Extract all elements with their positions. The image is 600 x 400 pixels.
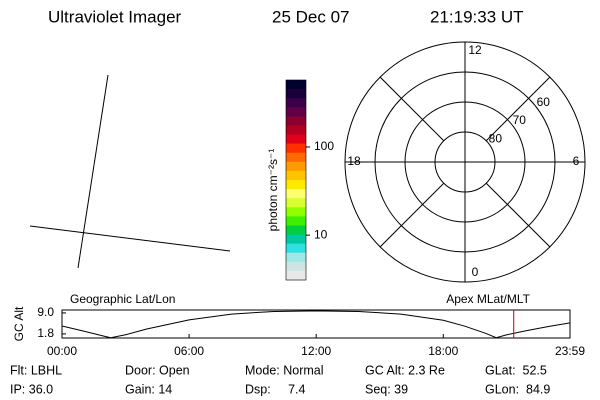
color-band (286, 125, 306, 136)
status-field: GLat: 52.5 (485, 363, 547, 377)
color-band (286, 98, 306, 108)
color-band (286, 116, 306, 126)
polar-spoke (379, 76, 445, 142)
status-field: Seq: 39 (365, 382, 408, 396)
geo-line (77, 74, 109, 269)
status-field: Mode: Normal (245, 363, 324, 377)
color-band (286, 261, 306, 272)
plot-title: Geographic Lat/Lon (70, 292, 175, 306)
geo-line (29, 225, 231, 252)
y-axis-label: photon cm⁻²s⁻¹ (266, 149, 280, 232)
theta-tick-label: 18 (347, 154, 361, 168)
date: 25 Dec 07 (272, 7, 350, 26)
altitude-line (61, 310, 571, 339)
y-tick-label: 10 (314, 227, 328, 241)
status-field: Dsp: 7.4 (245, 382, 305, 396)
r-tick-label: 70 (513, 113, 527, 127)
time: 21:19:33 UT (430, 7, 524, 26)
color-band (286, 234, 306, 245)
y-tick-label: 9.0 (37, 305, 54, 319)
color-band (286, 89, 306, 99)
color-band (286, 107, 306, 117)
polar-spoke (485, 76, 551, 142)
theta-tick-label: 12 (468, 43, 482, 57)
color-band (286, 134, 306, 145)
polar-spoke (379, 182, 445, 248)
plot-frame (61, 309, 571, 339)
status-field: GC Alt: 2.3 Re (365, 363, 445, 377)
color-band (286, 189, 306, 199)
polar-spoke (485, 182, 551, 248)
x-tick-label: 23:59 (555, 344, 585, 358)
r-tick-label: 60 (537, 95, 551, 109)
color-band (286, 243, 306, 254)
color-band (286, 143, 306, 154)
color-band (286, 80, 306, 90)
status-field: GLon: 84.9 (485, 382, 550, 396)
theta-tick-label: 0 (472, 265, 479, 279)
x-tick-label: 12:00 (301, 344, 331, 358)
color-band (286, 207, 306, 217)
color-band (286, 225, 306, 236)
color-band (286, 216, 306, 226)
x-tick-label: 06:00 (174, 344, 204, 358)
status-field: Door: Open (125, 363, 190, 377)
status-field: Gain: 14 (125, 382, 172, 396)
color-band (286, 180, 306, 190)
r-tick-label: 80 (489, 131, 503, 145)
color-band (286, 152, 306, 163)
title: Ultraviolet Imager (48, 7, 182, 26)
x-tick-label: 00:00 (47, 344, 77, 358)
color-band (286, 270, 306, 281)
color-band (286, 161, 306, 172)
color-band (286, 170, 306, 181)
theta-tick-label: 6 (573, 154, 580, 168)
plot-subtitle: Apex MLat/MLT (446, 292, 530, 306)
y-axis-label: GC Alt (12, 306, 26, 341)
color-band (286, 252, 306, 263)
color-band (286, 198, 306, 208)
status-field: IP: 36.0 (10, 382, 53, 396)
status-field: Flt: LBHL (10, 363, 62, 377)
colorbar-frame (285, 79, 307, 281)
x-tick-label: 18:00 (428, 344, 458, 358)
y-tick-label: 100 (314, 139, 334, 153)
y-tick-label: 1.8 (37, 326, 54, 340)
